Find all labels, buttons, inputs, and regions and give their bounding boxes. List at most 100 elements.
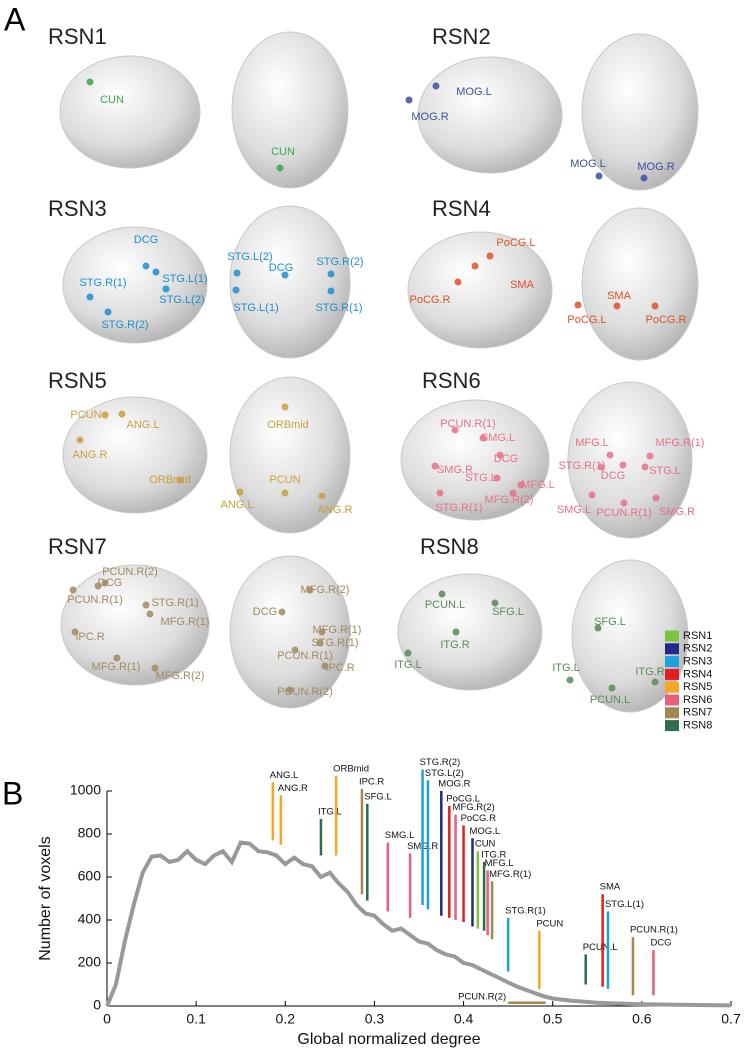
node-dot [493,474,501,482]
node-label: SMG.R [659,506,695,518]
x-tick-label: 0.1 [186,1011,206,1027]
brain-render [581,207,699,361]
node-dot [574,301,582,309]
brain-render [567,381,693,539]
legend-label: RSN8 [683,720,712,732]
node-dot [94,582,102,590]
node-label: STG.L(2) [227,251,272,263]
x-tick-label: 0.4 [454,1011,474,1027]
node-label: STG.L(2) [159,294,204,306]
legend-swatch [665,643,679,655]
node-dot [118,410,126,418]
node-bar-label: ITG.L [318,806,342,817]
network-title: RSN7 [48,534,107,559]
node-label: STG.L [649,465,681,477]
node-dot [318,628,326,636]
node-bar-label: ORBmid [333,763,369,774]
node-dot [142,262,150,270]
node-label: MFG.R(1) [656,437,705,449]
brain-render [417,56,563,174]
brain-render [581,33,699,191]
node-label: MFG.R(1) [92,661,141,673]
node-dot [152,268,160,276]
node-label: MFG.R(1) [313,624,362,636]
node-label: PCUN.R(1) [596,507,652,519]
legend-swatch [665,707,679,719]
node-label: STG.R(2) [316,256,363,268]
node-label: ITG.L [394,659,422,671]
node-bar-label: MFG.R(1) [489,869,531,880]
node-label: STG.R(1) [558,460,605,472]
node-dot [471,262,479,270]
legend-swatch [665,694,679,706]
node-dot [486,252,494,260]
y-tick-label: 800 [78,825,102,841]
node-dot [162,285,170,293]
x-tick-label: 0.7 [721,1011,741,1027]
node-label: PCUN.R(1) [277,650,333,662]
legend-label: RSN5 [683,681,712,693]
node-dot [651,302,659,310]
node-label: PoCG.R [646,314,687,326]
legend-swatch [665,720,679,732]
brain-render [229,555,351,709]
node-label: STG.L(1) [233,302,278,314]
network-title: RSN4 [432,196,491,221]
node-label: PoCG.L [567,314,606,326]
node-label: PCUN [269,474,300,486]
node-dot [619,461,627,469]
legend-label: RSN4 [683,668,712,680]
legend-label: RSN1 [683,630,712,642]
node-dot [438,590,446,598]
legend-label: RSN6 [683,694,712,706]
node-dot [69,586,77,594]
node-label: MOG.L [456,86,491,98]
node-dot [496,451,504,459]
node-dot [432,82,440,90]
node-dot [479,434,487,442]
network-title: RSN3 [48,196,107,221]
node-label: STG.L(1) [162,273,207,285]
node-dot [142,601,150,609]
node-dot [278,608,286,616]
node-label: STG.R(1) [151,597,198,609]
node-label: PCUN.R(1) [440,418,496,430]
node-dot [451,426,459,434]
node-label: PCUN.L [425,599,465,611]
node-dot [101,579,109,587]
node-label: PoCG.L [496,237,535,249]
node-label: STG.R(1) [315,302,362,314]
node-dot [646,452,654,460]
node-bar-label: ITG.R [481,849,506,860]
node-dot [236,488,244,496]
node-label: DCG [253,606,277,618]
y-axis-label: Number of voxels [37,836,54,961]
node-bar-label: MFG.L [485,858,514,869]
node-label: MFG.R(2) [156,670,205,682]
node-label: PoCG.R [410,294,451,306]
node-label: MFG.R(2) [485,494,534,506]
node-dot [613,302,621,310]
node-bar-label: PoCG.R [461,813,497,824]
node-label: DCG [134,234,158,246]
node-bar-label: CUN [475,839,496,850]
node-dot [306,586,314,594]
legend-swatch [665,630,679,642]
node-label: ANG.R [318,504,353,516]
node-label: ITG.R [635,666,664,678]
node-dot [436,489,444,497]
node-dot [318,492,326,500]
node-label: CUN [100,94,124,106]
node-label: ORBmid [149,474,191,486]
node-dot [281,489,289,497]
network-title: RSN8 [420,534,479,559]
node-bar-label: PCUN.R(1) [630,925,678,936]
node-dot [652,494,660,502]
legend-swatch [665,668,679,680]
brain-render [397,573,543,691]
node-label: STG.R(1) [311,637,358,649]
node-label: PCUN.L [590,694,630,706]
x-tick-label: 0.3 [365,1011,385,1027]
node-label: PCUN.R(2) [102,566,158,578]
node-label: ANG.L [220,499,253,511]
